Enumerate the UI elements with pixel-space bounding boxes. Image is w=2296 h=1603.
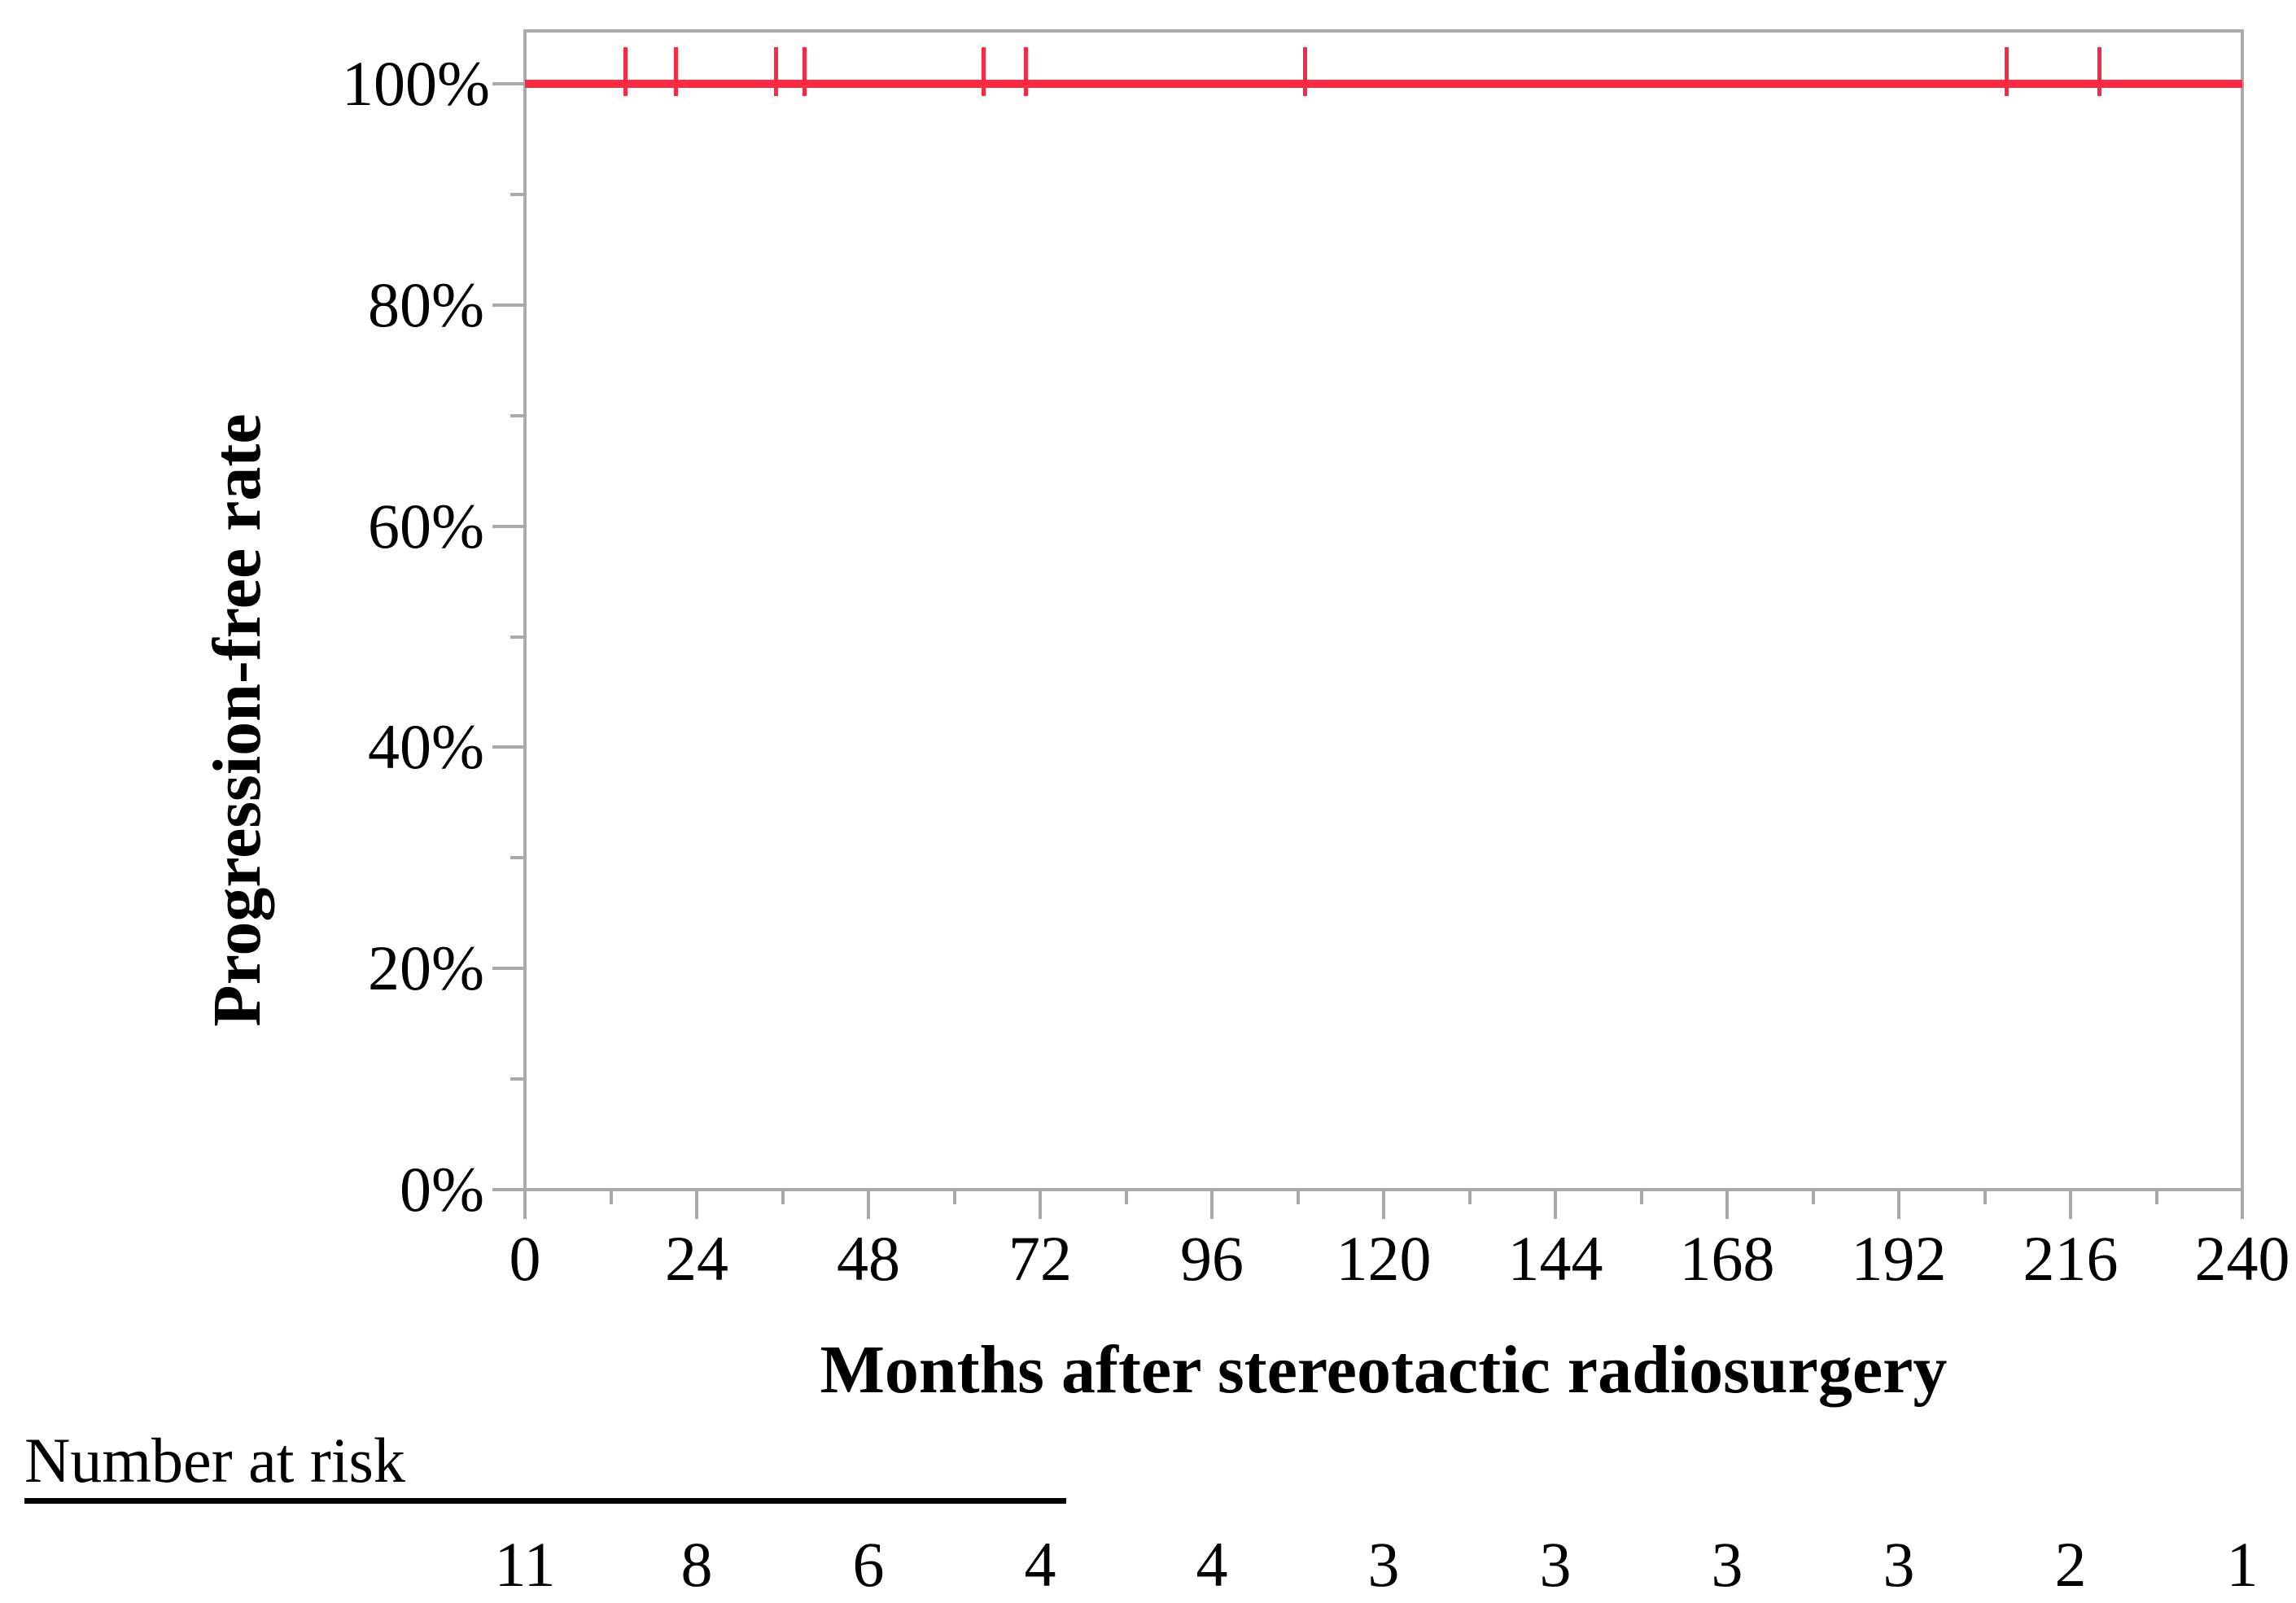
y-axis-major-tick [492, 82, 525, 85]
number-at-risk-count: 3 [1883, 1529, 1915, 1600]
x-axis-title: Months after stereotactic radiosurgery [820, 1332, 1948, 1408]
y-axis-tick-label: 100% [342, 48, 490, 119]
x-axis-major-tick [2069, 1190, 2072, 1219]
x-axis-minor-tick [1811, 1190, 1815, 1204]
survival-curve-segment [525, 80, 2242, 88]
plot-area-frame [523, 29, 2244, 1191]
x-axis-major-tick [523, 1190, 527, 1219]
number-at-risk-count: 4 [1024, 1529, 1056, 1600]
x-axis-major-tick [1725, 1190, 1729, 1219]
y-axis-tick-label: 0% [400, 1154, 484, 1225]
y-axis-minor-tick [510, 192, 525, 196]
x-axis-major-tick [2241, 1190, 2244, 1219]
number-at-risk-count: 6 [852, 1529, 885, 1600]
x-axis-major-tick [867, 1190, 870, 1219]
censor-mark [773, 47, 778, 96]
censor-mark [1303, 47, 1308, 96]
x-axis-minor-tick [2154, 1190, 2158, 1204]
y-axis-minor-tick [510, 635, 525, 639]
x-axis-minor-tick [781, 1190, 785, 1204]
y-axis-tick-label: 80% [368, 269, 484, 340]
x-axis-major-tick [1039, 1190, 1042, 1219]
y-axis-minor-tick [510, 1077, 525, 1081]
y-axis-major-tick [492, 745, 525, 749]
x-axis-minor-tick [952, 1190, 956, 1204]
number-at-risk-count: 4 [1196, 1529, 1228, 1600]
y-axis-title: Progression-free rate [199, 413, 275, 1027]
y-axis-major-tick [492, 303, 525, 307]
x-axis-tick-label: 48 [837, 1223, 900, 1294]
y-axis-tick-label: 40% [368, 711, 484, 783]
censor-mark [981, 47, 986, 96]
x-axis-tick-label: 192 [1851, 1223, 1947, 1294]
y-axis-minor-tick [510, 413, 525, 417]
x-axis-major-tick [1897, 1190, 1900, 1219]
x-axis-major-tick [1554, 1190, 1557, 1219]
y-axis-major-tick [492, 967, 525, 971]
x-axis-tick-label: 120 [1336, 1223, 1432, 1294]
y-axis-major-tick [492, 1188, 525, 1191]
number-at-risk-count: 3 [1367, 1529, 1400, 1600]
x-axis-major-tick [1210, 1190, 1214, 1219]
y-axis-tick-label: 60% [368, 490, 484, 561]
censor-mark [1024, 47, 1029, 96]
censor-mark [623, 47, 628, 96]
x-axis-tick-label: 96 [1180, 1223, 1244, 1294]
y-axis-major-tick [492, 524, 525, 528]
number-at-risk-count: 3 [1539, 1529, 1572, 1600]
x-axis-minor-tick [1467, 1190, 1472, 1204]
x-axis-minor-tick [1639, 1190, 1643, 1204]
censor-mark [2097, 47, 2102, 96]
number-at-risk-label: Number at risk [24, 1425, 405, 1496]
number-at-risk-count: 1 [2226, 1529, 2259, 1600]
x-axis-minor-tick [1124, 1190, 1128, 1204]
number-at-risk-count: 8 [680, 1529, 713, 1600]
x-axis-tick-label: 240 [2194, 1223, 2290, 1294]
x-axis-tick-label: 24 [665, 1223, 728, 1294]
number-at-risk-divider [24, 1498, 1066, 1504]
x-axis-major-tick [695, 1190, 698, 1219]
number-at-risk-count: 2 [2054, 1529, 2087, 1600]
censor-mark [673, 47, 678, 96]
censor-mark [802, 47, 807, 96]
x-axis-tick-label: 168 [1679, 1223, 1775, 1294]
x-axis-tick-label: 0 [509, 1223, 541, 1294]
x-axis-minor-tick [609, 1190, 613, 1204]
number-at-risk-count: 11 [494, 1529, 556, 1600]
number-at-risk-count: 3 [1711, 1529, 1743, 1600]
y-axis-minor-tick [510, 856, 525, 860]
x-axis-minor-tick [1983, 1190, 1987, 1204]
x-axis-tick-label: 72 [1008, 1223, 1072, 1294]
y-axis-tick-label: 20% [368, 933, 484, 1004]
x-axis-major-tick [1382, 1190, 1385, 1219]
censor-mark [2004, 47, 2009, 96]
x-axis-minor-tick [1296, 1190, 1300, 1204]
x-axis-tick-label: 144 [1507, 1223, 1603, 1294]
x-axis-tick-label: 216 [2023, 1223, 2119, 1294]
